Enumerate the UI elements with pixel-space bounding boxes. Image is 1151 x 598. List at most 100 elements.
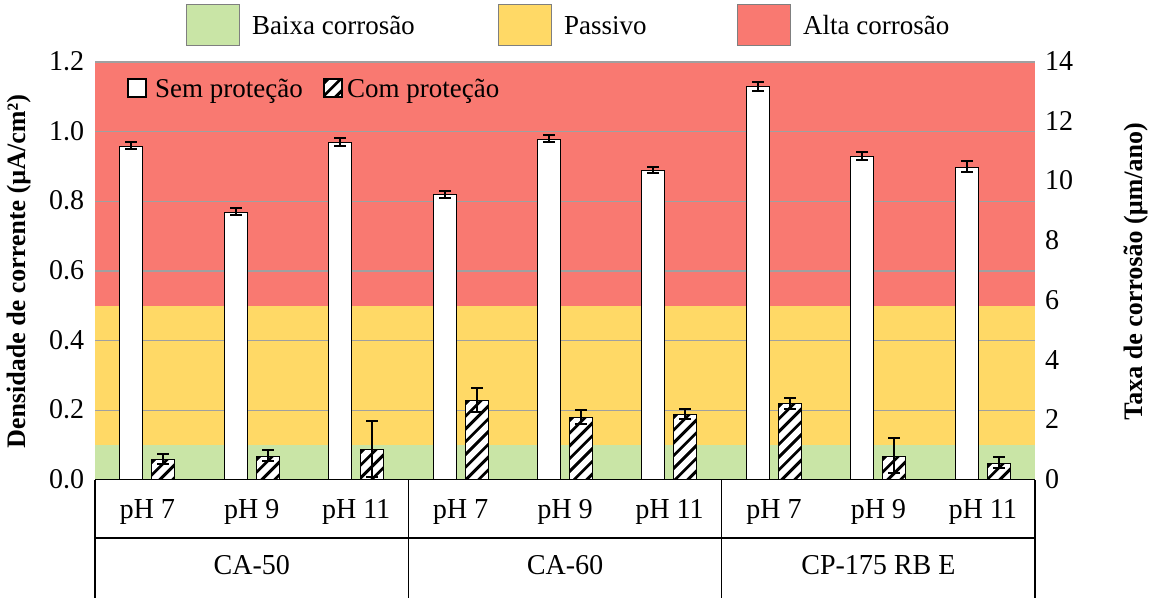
error-bar-cap: [334, 145, 347, 148]
bar-sem-protecao-3: [328, 142, 353, 480]
error-bar-cap: [261, 459, 274, 462]
error-bar: [684, 408, 687, 420]
right-axis-tick: 0: [1045, 464, 1059, 495]
right-axis-title: Taxa de corrosão (µm/ano): [1119, 122, 1148, 420]
x-group-label: CA-60: [526, 550, 604, 581]
x-axis-line: [95, 478, 1035, 480]
legend-swatch-passivo: [498, 4, 552, 46]
error-bar: [652, 166, 655, 174]
error-bar-cap: [334, 136, 347, 139]
zone-passivo: [95, 305, 1035, 446]
error-bar-cap: [157, 463, 170, 466]
error-bar-cap: [366, 475, 379, 478]
x-axis-divider: [95, 537, 1035, 539]
error-bar-cap: [575, 423, 587, 426]
left-axis-tick: 0.4: [49, 324, 84, 356]
legend-swatch-baixa-corrosao: [186, 4, 240, 46]
error-bar: [893, 438, 896, 474]
bar-com-protecao-7: [777, 403, 802, 480]
legend-label-passivo: Passivo: [564, 10, 647, 40]
bar-sem-protecao-7: [745, 86, 770, 480]
error-bar: [339, 137, 342, 147]
legend-label-baixa-corrosao: Baixa corrosão: [252, 10, 415, 40]
error-bar-cap: [679, 407, 692, 410]
left-axis-tick: 0.6: [49, 255, 84, 286]
x-category-label: pH 11: [635, 494, 704, 525]
error-bar-cap: [888, 437, 901, 440]
gridline: [95, 61, 1035, 63]
error-bar-cap: [647, 172, 660, 175]
bar-sem-protecao-5: [537, 138, 561, 480]
error-bar: [861, 151, 864, 161]
right-axis-tick: 14: [1045, 46, 1073, 77]
bar-com-protecao-6: [673, 413, 698, 480]
x-category-label: pH 9: [537, 494, 593, 525]
bar-sem-protecao-2: [223, 211, 248, 480]
error-bar: [475, 387, 478, 413]
right-axis-tick: 4: [1045, 344, 1059, 376]
left-axis-tick: 0.8: [49, 185, 84, 217]
right-axis-tick: 6: [1045, 284, 1059, 316]
group-separator: [407, 480, 410, 598]
error-bar-cap: [470, 411, 483, 414]
legend-swatch-com-protecao: [323, 78, 343, 98]
x-category-label: pH 11: [948, 494, 1017, 525]
bar-sem-protecao-8: [850, 156, 875, 480]
error-bar: [756, 82, 759, 91]
gridline: [95, 409, 1035, 412]
error-bar-cap: [543, 134, 555, 137]
error-bar-cap: [992, 466, 1005, 469]
error-bar-cap: [679, 418, 692, 421]
error-bar-cap: [960, 170, 973, 173]
error-bar-cap: [125, 141, 138, 144]
error-bar-cap: [261, 449, 274, 452]
error-bar: [130, 142, 133, 150]
error-bar: [266, 450, 269, 461]
left-axis-tick: 0.2: [49, 394, 84, 426]
gridline: [95, 339, 1035, 342]
x-category-label: pH 7: [432, 494, 489, 525]
gridline: [95, 130, 1035, 133]
error-bar-cap: [960, 160, 973, 163]
legend-swatch-alta-corrosao: [737, 4, 791, 46]
group-separator: [720, 480, 723, 598]
x-category-label: pH 7: [746, 494, 802, 525]
right-axis-tick: 12: [1045, 105, 1073, 137]
group-separator: [94, 480, 96, 598]
group-separator: [1034, 480, 1036, 598]
error-bar-cap: [125, 148, 138, 151]
zone-baixa-corrosao: [95, 445, 1035, 480]
left-axis-tick: 0.0: [49, 464, 84, 495]
error-bar: [234, 208, 237, 216]
error-bar-cap: [575, 409, 587, 412]
error-bar: [548, 135, 550, 143]
gridline: [95, 270, 1035, 272]
bar-sem-protecao-9: [954, 166, 979, 480]
bar-com-protecao-5: [569, 417, 593, 480]
error-bar: [371, 420, 374, 477]
legend-swatch-sem-protecao: [127, 78, 147, 98]
error-bar-cap: [888, 472, 901, 475]
left-axis-tick: 1.0: [49, 115, 84, 147]
error-bar: [162, 453, 165, 465]
error-bar-cap: [543, 141, 555, 144]
bar-sem-protecao-4: [432, 194, 457, 480]
left-axis-tick: 1.2: [49, 46, 84, 77]
gridline: [95, 200, 1035, 203]
error-bar-cap: [856, 159, 869, 162]
error-bar-cap: [783, 407, 796, 410]
legend-label-com-protecao: Com proteção: [347, 73, 500, 103]
error-bar-cap: [438, 196, 451, 199]
bar-sem-protecao-1: [119, 145, 144, 480]
error-bar-cap: [992, 456, 1005, 459]
error-bar: [443, 190, 446, 198]
error-bar-cap: [229, 214, 242, 217]
error-bar-cap: [438, 189, 451, 192]
error-bar: [788, 398, 791, 409]
x-category-label: pH 9: [224, 494, 280, 525]
right-axis-tick: 2: [1045, 404, 1059, 436]
plot-area: Sem proteção Com proteção: [95, 61, 1035, 480]
x-category-label: pH 9: [850, 494, 906, 525]
error-bar-cap: [751, 89, 764, 92]
